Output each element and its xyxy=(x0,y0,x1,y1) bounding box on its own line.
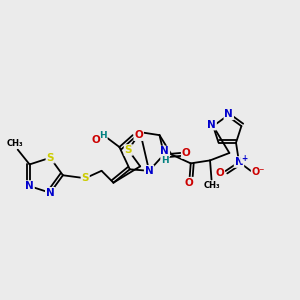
Text: O⁻: O⁻ xyxy=(252,167,265,177)
Text: S: S xyxy=(46,153,54,163)
Text: N: N xyxy=(145,166,154,176)
Text: S: S xyxy=(82,173,89,183)
Text: O: O xyxy=(182,148,190,158)
Text: N: N xyxy=(207,120,216,130)
Text: N: N xyxy=(25,181,34,191)
Text: N: N xyxy=(235,157,243,167)
Text: N: N xyxy=(224,109,233,119)
Text: O: O xyxy=(215,168,224,178)
Text: H: H xyxy=(99,130,107,140)
Text: N: N xyxy=(46,188,55,198)
Text: CH₃: CH₃ xyxy=(203,181,220,190)
Text: O: O xyxy=(134,130,143,140)
Text: S: S xyxy=(124,145,132,155)
Text: CH₃: CH₃ xyxy=(6,139,23,148)
Text: H: H xyxy=(161,157,169,166)
Text: O: O xyxy=(185,178,194,188)
Text: N: N xyxy=(160,146,169,157)
Text: O: O xyxy=(91,136,100,146)
Text: +: + xyxy=(241,154,248,163)
